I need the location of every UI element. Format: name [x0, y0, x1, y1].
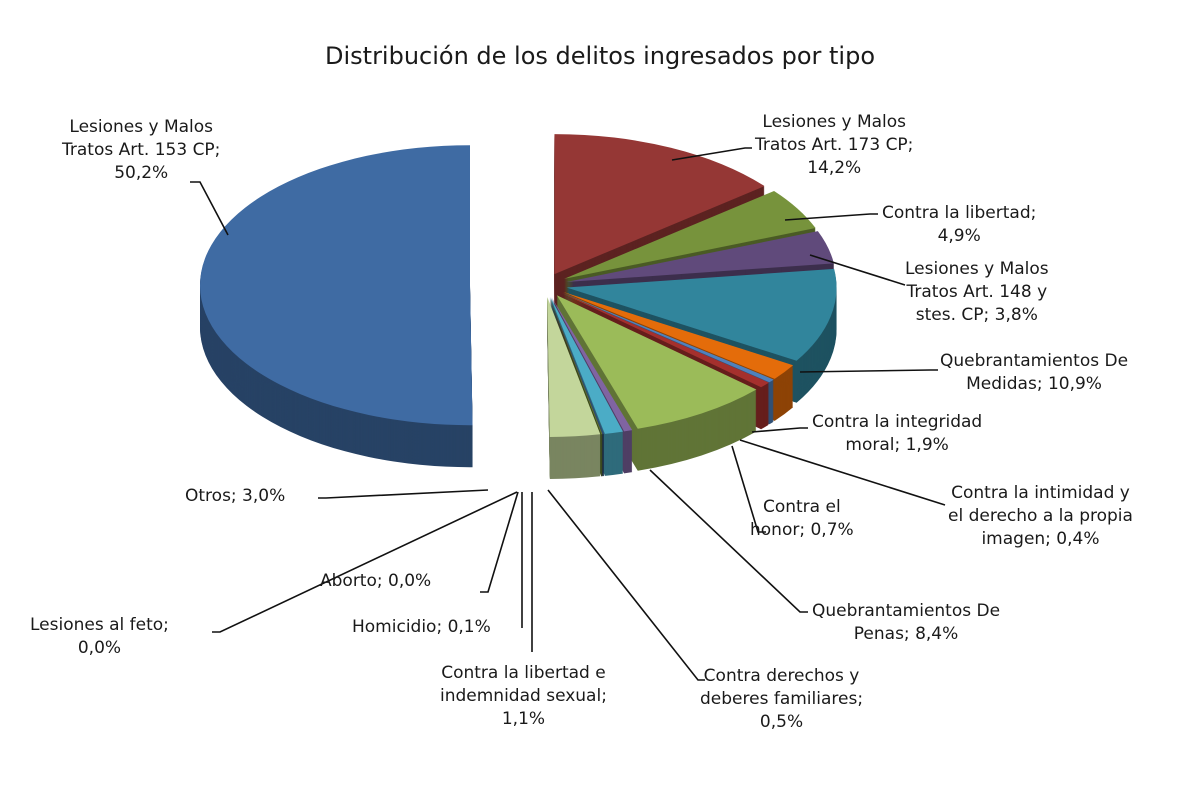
pie-slice-top: [566, 268, 837, 361]
data-label-contra-libertad: Contra la libertad; 4,9%: [882, 203, 1037, 246]
pie-slice-top: [566, 231, 834, 282]
data-label-integridad-moral: Contra la integridad moral; 1,9%: [812, 412, 983, 455]
data-label-intimidad: Contra la intimidad y el derecho a la pro…: [948, 483, 1133, 549]
data-label-lesiones-feto: Lesiones al feto; 0,0%: [30, 615, 169, 658]
pie-slice-top: [554, 134, 765, 275]
data-label-quebrantamientos-medidas: Quebrantamientos De Medidas; 10,9%: [940, 351, 1129, 394]
data-label-honor: Contra el honor; 0,7%: [750, 497, 854, 540]
pie-slice-lesiones-y-malos-tratos-art-153-cp: [199, 145, 473, 468]
data-label-quebrantamientos-penas: Quebrantamientos De Penas; 8,4%: [812, 601, 1001, 644]
data-label-lesiones-153: Lesiones y Malos Tratos Art. 153 CP; 50,2%: [62, 117, 221, 183]
pie-slice-top: [200, 145, 473, 426]
data-label-libertad-sexual: Contra la libertad e indemnidad sexual; 1,…: [440, 663, 607, 729]
data-label-derechos-familiares: Contra derechos y deberes familiares; 0,5%: [700, 666, 864, 732]
data-label-homicidio: Homicidio; 0,1%: [352, 617, 491, 637]
pie-slice-top: [564, 190, 816, 279]
pie-slice-top: [549, 296, 605, 435]
pie-slice-top: [549, 296, 603, 435]
pie-slice-top: [551, 296, 633, 432]
pie-slice-top: [563, 291, 794, 379]
pie-slice-top: [562, 292, 774, 383]
pie-slice-top: [556, 295, 757, 429]
pie-slice-top: [547, 297, 601, 438]
data-label-lesiones-148: Lesiones y Malos Tratos Art. 148 y stes. C…: [905, 259, 1049, 325]
pie-slice-quebrantamientos-de-penas: [556, 295, 757, 471]
pie-slice-top: [550, 296, 624, 434]
pie-slice-top: [561, 292, 769, 388]
chart-title: Distribución de los delitos ingresados p…: [325, 42, 875, 70]
data-label-lesiones-173: Lesiones y Malos Tratos Art. 173 CP; 14,2%: [755, 112, 914, 178]
pie-slice-otros: [547, 297, 601, 480]
data-label-aborto: Aborto; 0,0%: [320, 571, 432, 591]
data-label-otros: Otros; 3,0%: [185, 486, 286, 506]
